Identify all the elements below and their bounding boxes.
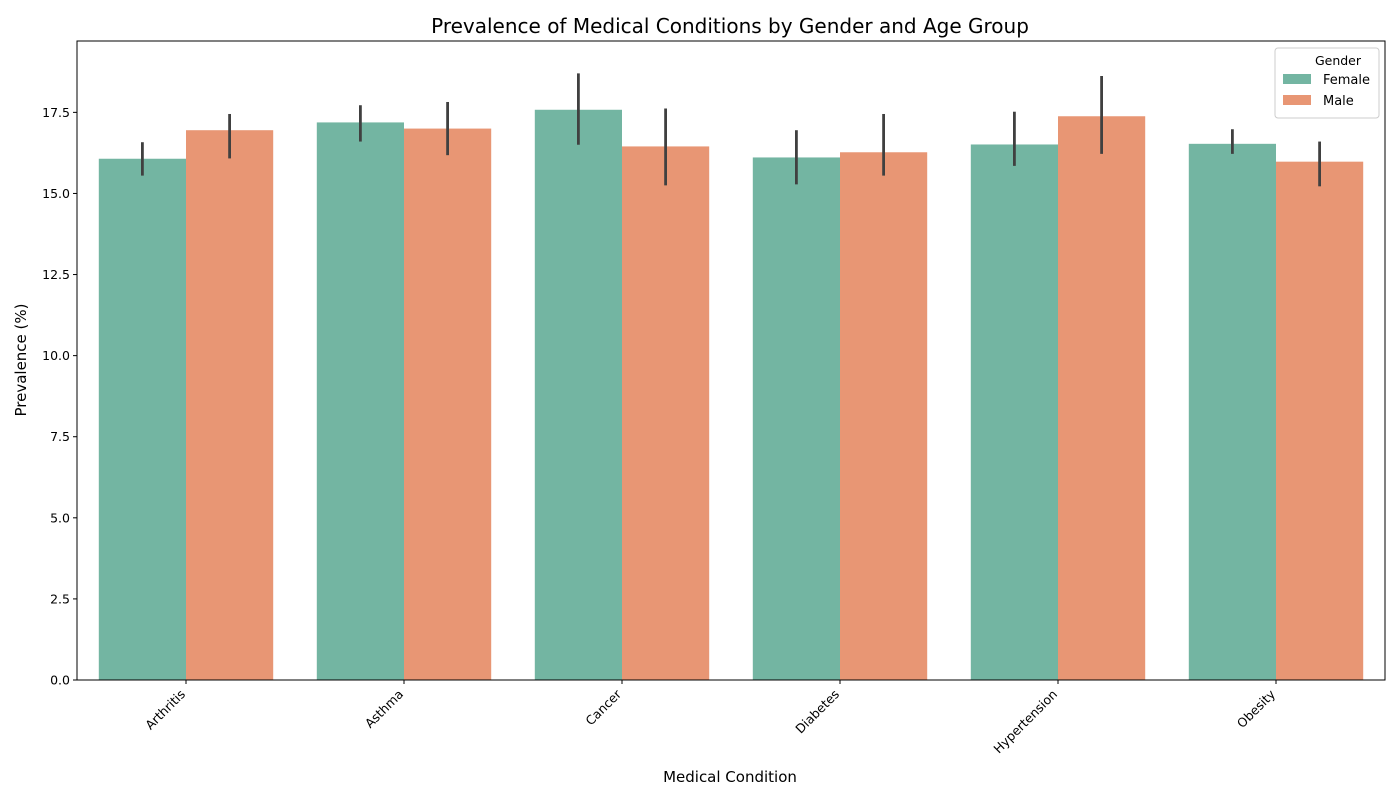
x-tick-label: Hypertension (990, 687, 1060, 757)
bar-male-asthma (404, 128, 492, 680)
y-tick-label: 7.5 (50, 429, 70, 444)
axes-frame (76, 40, 1386, 681)
legend-label-female: Female (1323, 73, 1370, 88)
y-axis-label: Prevalence (%) (12, 303, 30, 416)
x-tick-label: Obesity (1234, 686, 1279, 731)
y-tick-label: 0.0 (50, 673, 70, 688)
plot-area: 0.0 2.5 5.0 7.5 10.0 12.5 15.0 17.5 Arthritis Ast… (42, 40, 1386, 757)
x-tick-label: Arthritis (142, 687, 188, 733)
y-tick-label: 10.0 (42, 348, 70, 363)
legend: Gender Female Male (1274, 47, 1380, 119)
y-tick-label: 17.5 (42, 105, 70, 120)
bar-female-hypertension (970, 144, 1058, 680)
y-tick-label: 12.5 (42, 267, 70, 282)
chart-title: Prevalence of Medical Conditions by Gend… (431, 14, 1029, 38)
x-tick-label: Diabetes (792, 687, 842, 737)
bar-female-arthritis (98, 158, 186, 680)
x-axis-label: Medical Condition (663, 768, 797, 786)
bar-male-obesity (1276, 161, 1364, 681)
x-tick-label: Cancer (582, 686, 624, 728)
bar-male-hypertension (1058, 116, 1146, 680)
bar-female-obesity (1188, 143, 1276, 680)
legend-title: Gender (1315, 53, 1362, 68)
legend-swatch-male (1283, 95, 1311, 105)
legend-swatch-female (1283, 74, 1311, 84)
bar-male-arthritis (186, 130, 274, 680)
bar-female-asthma (316, 122, 404, 681)
y-tick-label: 15.0 (42, 186, 70, 201)
y-tick-label: 5.0 (50, 510, 70, 525)
x-tick-label: Asthma (362, 687, 406, 731)
y-tick-label: 2.5 (50, 591, 70, 606)
bar-male-diabetes (840, 152, 928, 681)
bar-female-diabetes (752, 157, 840, 680)
bar-female-cancer (534, 109, 622, 680)
legend-label-male: Male (1323, 94, 1354, 109)
bar-male-cancer (622, 146, 710, 681)
